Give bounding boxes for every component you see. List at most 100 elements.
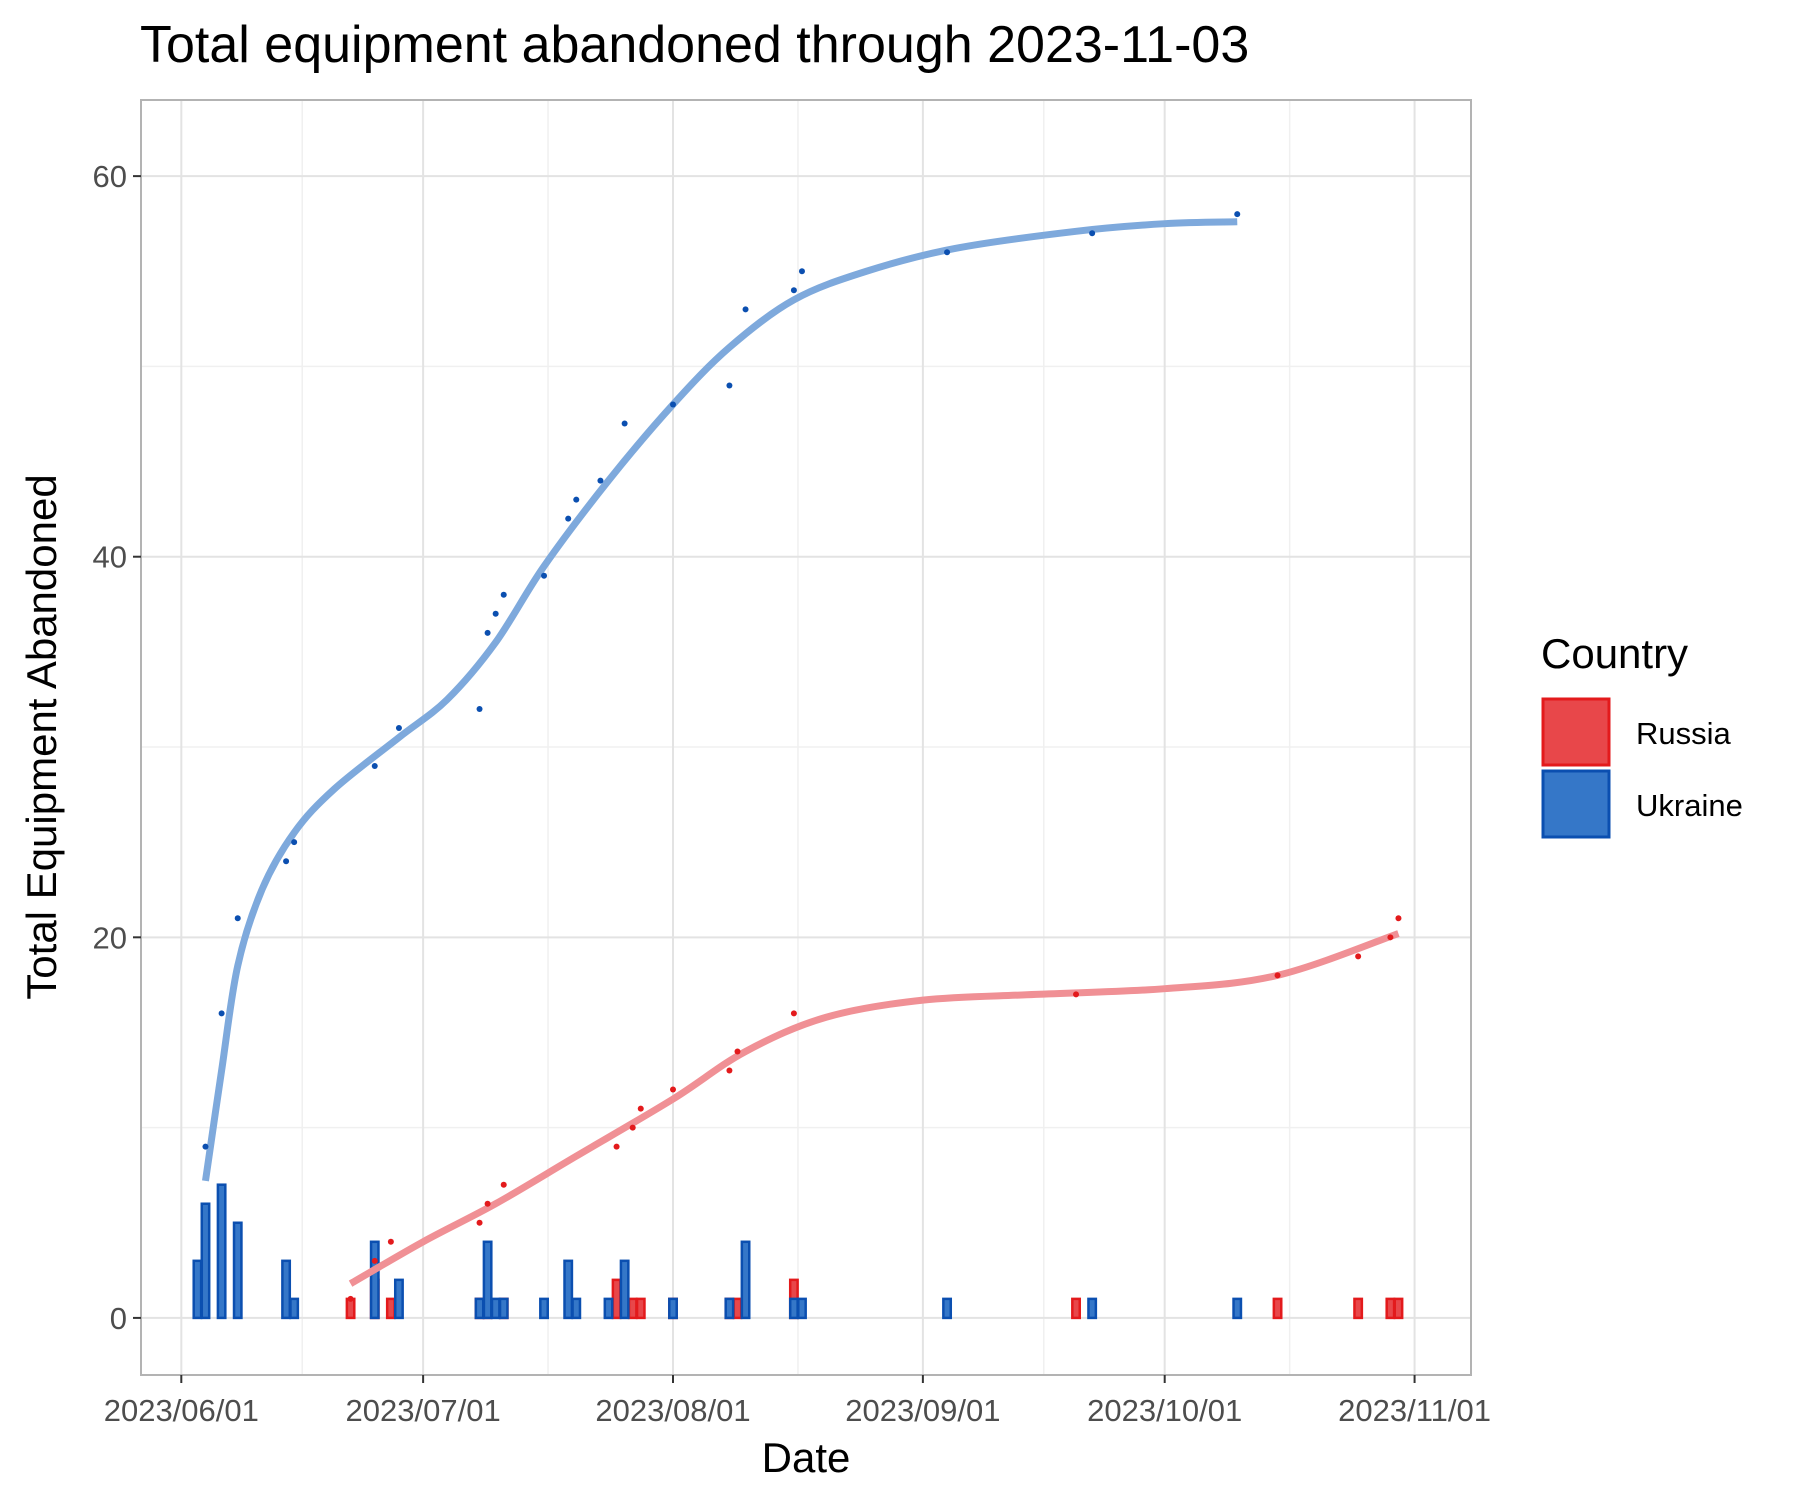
point-ukraine-2023-06-04 — [202, 1143, 209, 1150]
plot-background — [141, 100, 1471, 1375]
legend-label-ukraine: Ukraine — [1636, 788, 1743, 823]
point-russia-2023-07-09 — [484, 1200, 491, 1207]
point-russia-2023-08-08 — [726, 1067, 733, 1074]
bar-russia-2023-06-27 — [385, 1297, 396, 1320]
bar-ukraine-2023-10-10 — [1232, 1297, 1243, 1320]
point-ukraine-2023-08-01 — [670, 401, 676, 408]
point-russia-2023-06-22 — [347, 1295, 354, 1302]
bar-ukraine-2023-09-04 — [942, 1297, 953, 1320]
bar-ukraine-2023-06-04 — [200, 1202, 211, 1320]
bar-russia-2023-07-27 — [627, 1297, 638, 1320]
plot-area — [140, 99, 1472, 1376]
point-ukraine-2023-07-09 — [484, 629, 491, 636]
bar-ukraine-2023-06-14 — [281, 1259, 292, 1320]
x-tick-label-2023-08-01: 2023/08/01 — [595, 1393, 750, 1428]
y-tick-label-20: 20 — [93, 920, 127, 955]
bar-ukraine-2023-09-22 — [1087, 1297, 1098, 1320]
bar-ukraine-2023-08-16 — [788, 1297, 799, 1320]
point-russia-2023-08-01 — [670, 1086, 676, 1093]
point-russia-2023-10-15 — [1274, 972, 1281, 979]
x-axis: 2023/06/01 2023/07/01 2023/08/01 2023/09/01… — [104, 1375, 1491, 1428]
bar-ukraine-2023-07-20 — [571, 1297, 582, 1320]
point-ukraine-2023-09-22 — [1089, 230, 1096, 237]
point-russia-2023-10-25 — [1355, 953, 1362, 960]
point-russia-2023-07-25 — [613, 1143, 620, 1150]
y-tick-label-40: 40 — [93, 540, 127, 575]
bar-ukraine-2023-08-08 — [724, 1297, 735, 1320]
bar-russia-2023-10-30 — [1393, 1297, 1404, 1320]
bar-russia-2023-09-20 — [1071, 1297, 1081, 1320]
grid-minor — [141, 100, 1471, 1375]
y-tick-label-60: 60 — [93, 159, 127, 194]
point-russia-2023-08-16 — [790, 1010, 797, 1017]
bar-ukraine-2023-06-25 — [369, 1240, 380, 1320]
x-tick-label-2023-10-01: 2023/10/01 — [1087, 1393, 1242, 1428]
point-ukraine-2023-07-20 — [573, 496, 580, 503]
chart-title: Total equipment abandoned through 2023-1… — [140, 16, 1249, 74]
bar-ukraine-2023-07-26 — [619, 1259, 630, 1320]
point-ukraine-2023-08-16 — [790, 287, 797, 294]
point-ukraine-2023-10-10 — [1234, 211, 1241, 218]
point-russia-2023-07-27 — [629, 1124, 636, 1131]
point-ukraine-2023-09-04 — [944, 249, 951, 256]
bar-ukraine-2023-07-11 — [498, 1297, 509, 1320]
trend-line-ukraine — [202, 218, 1238, 1182]
legend-title: Country — [1541, 630, 1688, 677]
legend: Country Russia Ukraine — [1541, 630, 1743, 839]
cumulative-points — [202, 211, 1402, 1302]
point-ukraine-2023-07-08 — [476, 705, 483, 712]
x-tick-label-2023-06-01: 2023/06/01 — [104, 1393, 259, 1428]
point-ukraine-2023-08-10 — [742, 306, 749, 313]
point-russia-2023-07-11 — [500, 1181, 507, 1188]
plot-border — [140, 99, 1472, 1376]
x-tick-label-2023-07-01: 2023/07/01 — [346, 1393, 501, 1428]
bar-ukraine-2023-08-10 — [740, 1240, 751, 1320]
point-ukraine-2023-06-14 — [283, 858, 290, 865]
bar-ukraine-2023-06-06 — [216, 1183, 227, 1320]
point-russia-2023-10-29 — [1387, 934, 1394, 941]
point-russia-2023-07-28 — [637, 1105, 644, 1112]
bar-russia-2023-10-25 — [1353, 1297, 1364, 1320]
bar-ukraine-2023-06-28 — [393, 1278, 404, 1320]
point-russia-2023-07-08 — [476, 1219, 483, 1226]
point-ukraine-2023-06-08 — [234, 915, 241, 922]
bar-russia-2023-10-15 — [1272, 1297, 1283, 1320]
y-axis-title: Total Equipment Abandoned — [18, 474, 65, 999]
point-russia-2023-06-27 — [387, 1238, 394, 1245]
point-ukraine-2023-07-19 — [565, 515, 572, 522]
bar-ukraine-2023-08-01 — [668, 1297, 678, 1320]
point-russia-2023-08-09 — [734, 1048, 741, 1055]
point-ukraine-2023-07-11 — [500, 591, 507, 598]
bar-ukraine-2023-07-08 — [474, 1297, 485, 1320]
bar-ukraine-2023-07-16 — [539, 1297, 549, 1320]
x-tick-label-2023-11-01: 2023/11/01 — [1338, 1393, 1491, 1428]
point-ukraine-2023-07-23 — [597, 477, 604, 484]
trend-line-russia — [348, 930, 1400, 1287]
bar-russia-2023-10-29 — [1385, 1297, 1396, 1320]
x-tick-label-2023-09-01: 2023/09/01 — [845, 1393, 1000, 1428]
bar-russia-2023-07-25 — [611, 1278, 622, 1320]
bar-ukraine-2023-07-24 — [603, 1297, 614, 1320]
trend-lines — [202, 218, 1400, 1287]
bar-russia-2023-07-28 — [635, 1297, 646, 1320]
bar-ukraine-2023-06-15 — [289, 1297, 300, 1320]
point-ukraine-2023-06-28 — [395, 724, 402, 731]
bar-ukraine-2023-07-09 — [482, 1240, 493, 1320]
point-ukraine-2023-08-08 — [726, 382, 733, 389]
legend-key-russia — [1541, 697, 1611, 767]
point-russia-2023-09-20 — [1073, 991, 1080, 998]
daily-bars — [192, 1183, 1404, 1320]
legend-label-russia: Russia — [1636, 716, 1732, 751]
point-russia-2023-06-25 — [371, 1257, 378, 1264]
bar-russia-2023-08-09 — [732, 1297, 743, 1320]
point-ukraine-2023-08-17 — [798, 268, 805, 275]
legend-key-ukraine — [1541, 769, 1611, 839]
y-axis: 0 20 40 60 — [93, 159, 141, 1336]
point-ukraine-2023-07-16 — [541, 572, 548, 579]
bar-ukraine-2023-07-19 — [563, 1259, 574, 1320]
point-ukraine-2023-06-15 — [291, 839, 298, 846]
point-ukraine-2023-07-26 — [621, 420, 628, 427]
x-axis-title: Date — [762, 1434, 851, 1481]
point-ukraine-2023-06-06 — [218, 1010, 225, 1017]
